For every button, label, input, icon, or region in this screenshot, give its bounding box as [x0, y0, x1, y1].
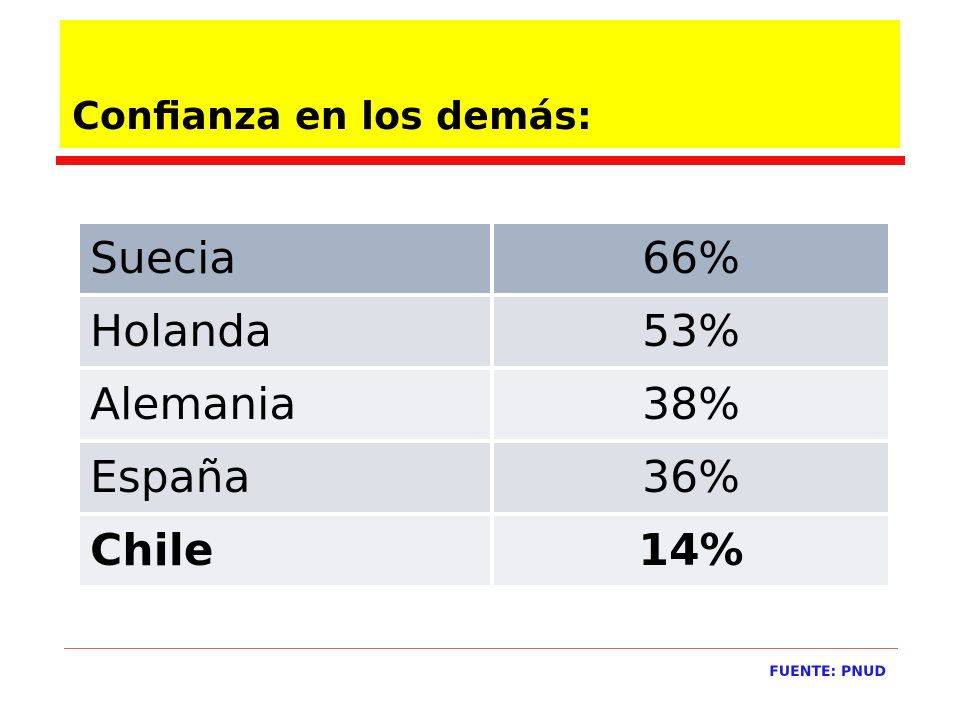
table-row: Suecia 66%	[80, 224, 888, 297]
trust-table: Suecia 66% Holanda 53% Alemania 38% Espa…	[80, 224, 888, 585]
percentage-cell: 53%	[490, 295, 888, 370]
country-cell: Chile	[80, 514, 492, 585]
table-row: España 36%	[80, 441, 888, 516]
country-cell: Alemania	[80, 368, 492, 443]
table-row: Chile 14%	[80, 514, 888, 585]
country-cell: Suecia	[80, 224, 492, 297]
table-row: Alemania 38%	[80, 368, 888, 443]
title-underline	[56, 156, 905, 165]
percentage-cell: 36%	[490, 441, 888, 516]
percentage-cell: 38%	[490, 368, 888, 443]
footer-divider	[64, 648, 898, 649]
country-cell: Holanda	[80, 295, 492, 370]
country-cell: España	[80, 441, 492, 516]
source-note: FUENTE: PNUD	[769, 664, 886, 680]
table-row: Holanda 53%	[80, 295, 888, 370]
percentage-cell: 66%	[490, 224, 888, 297]
percentage-cell: 14%	[490, 514, 888, 585]
title-banner	[60, 20, 900, 148]
slide-title: Confianza en los demás:	[72, 94, 592, 138]
